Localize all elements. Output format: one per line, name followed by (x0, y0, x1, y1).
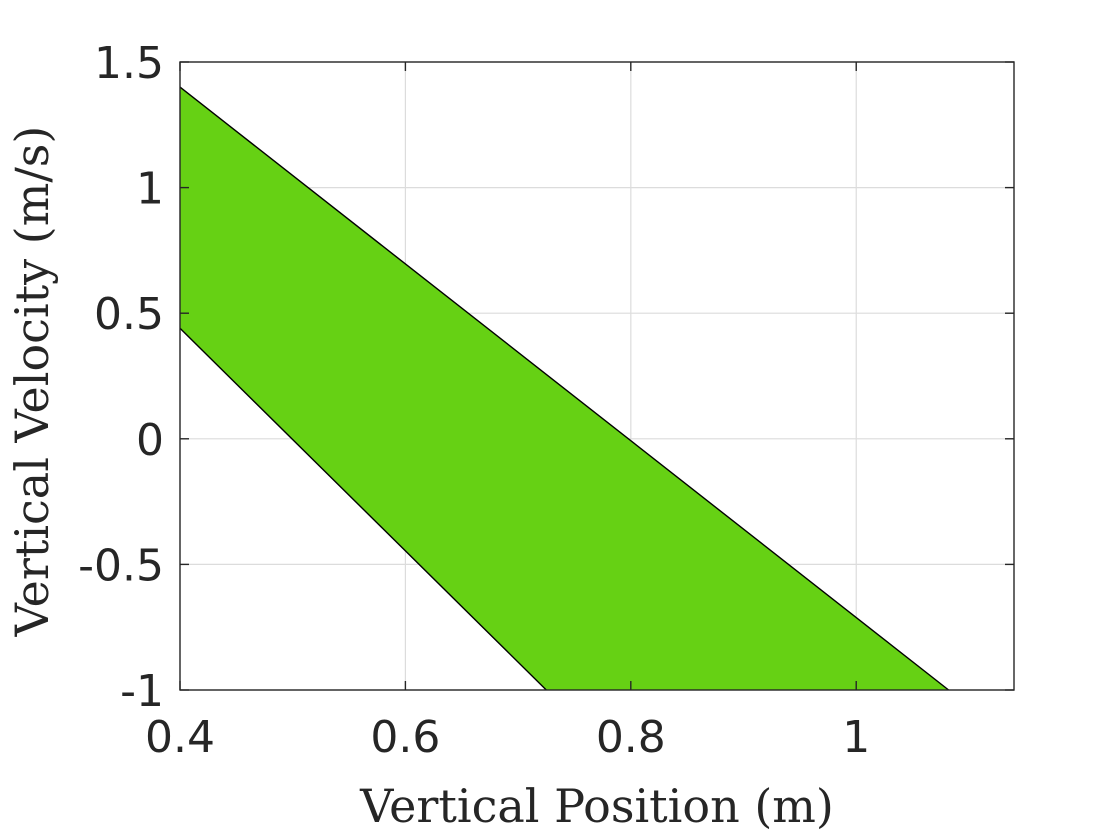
y-tick-labels: -1 -0.5 0 0.5 1 1.5 (78, 38, 164, 717)
x-tick-labels: 0.4 0.6 0.8 1 (145, 712, 870, 763)
x-tick-label: 0.6 (370, 712, 440, 763)
x-tick-label: 1 (842, 712, 870, 763)
y-tick-label: 1.5 (94, 38, 164, 89)
x-tick-label: 0.8 (596, 712, 666, 763)
y-tick-label: 1 (136, 164, 164, 215)
y-tick-label: 0.5 (94, 289, 164, 340)
x-axis-label: Vertical Position (m) (359, 779, 834, 833)
region-layer (179, 86, 950, 691)
y-axis-label: Vertical Velocity (m/s) (5, 126, 59, 638)
plot-frame (179, 61, 1015, 691)
y-tick-label: -1 (120, 666, 164, 717)
y-tick-label: -0.5 (78, 540, 164, 591)
lower-boundary-line (179, 327, 547, 691)
tick-marks (179, 61, 1014, 691)
upper-boundary-line (179, 86, 950, 691)
x-tick-label: 0.4 (145, 712, 215, 763)
y-tick-label: 0 (136, 415, 164, 466)
